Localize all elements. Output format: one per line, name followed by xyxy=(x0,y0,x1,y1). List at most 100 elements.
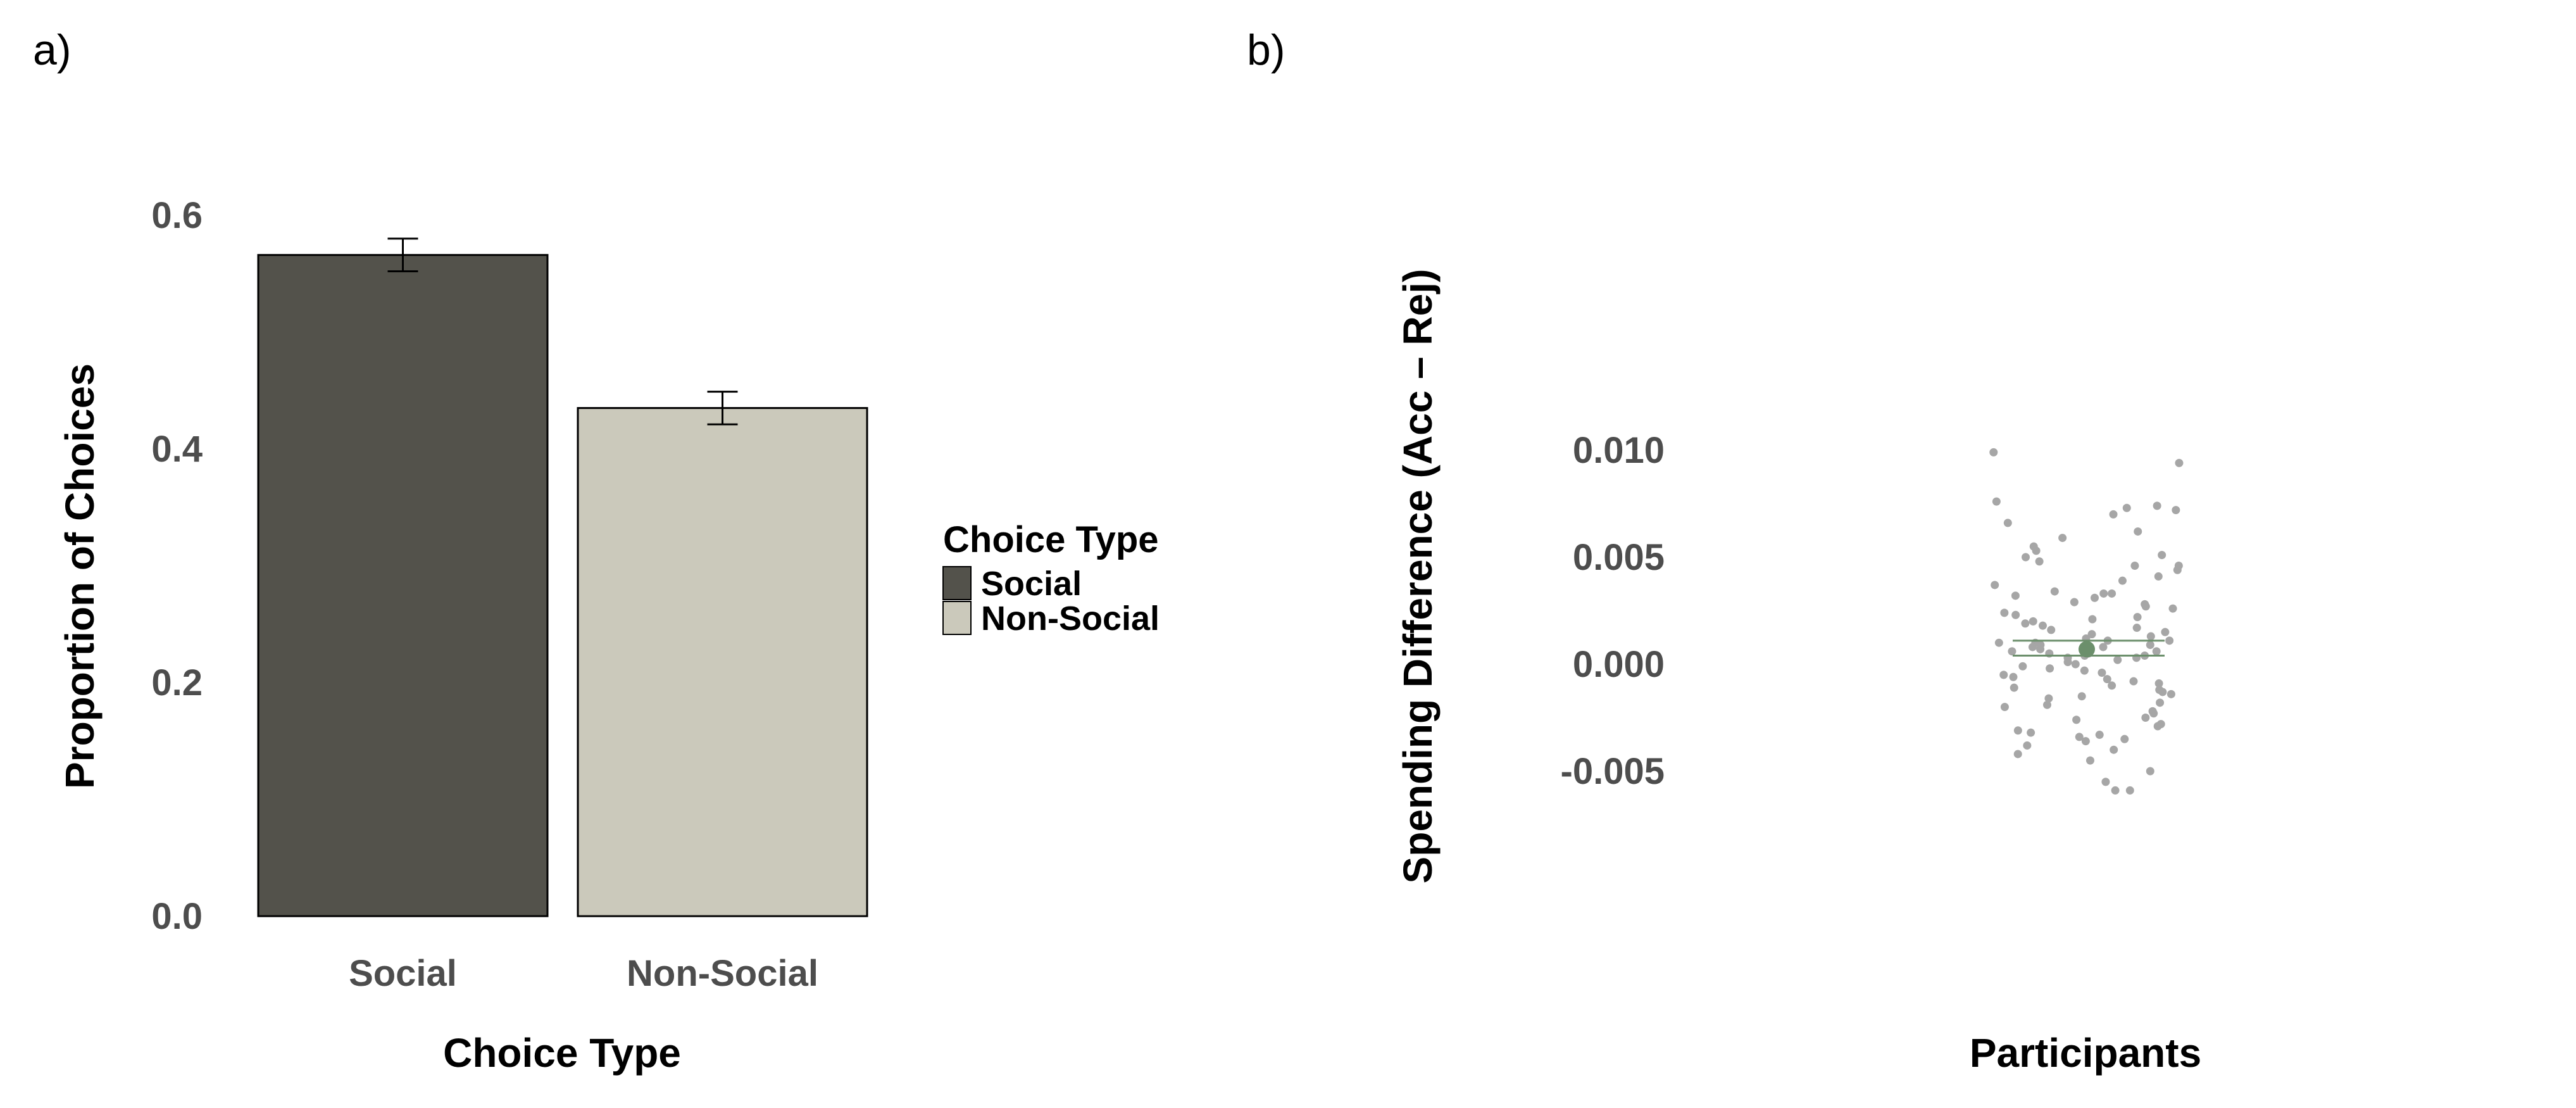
participant-point xyxy=(2058,534,2067,543)
participant-point xyxy=(2154,679,2163,688)
participant-point xyxy=(2113,655,2122,664)
participant-point xyxy=(2027,728,2035,737)
participant-point xyxy=(2087,630,2096,639)
participant-point xyxy=(2046,664,2054,673)
error-bar xyxy=(387,237,418,273)
participant-point xyxy=(2003,519,2012,527)
x-axis-ticks: Social Non-Social xyxy=(349,953,818,994)
participant-point xyxy=(2156,698,2165,707)
bar-non-social xyxy=(577,406,868,917)
panel-b-label: b) xyxy=(1247,26,1285,74)
y-tick-label: -0.005 xyxy=(1561,751,1665,792)
y-axis-title: Spending Difference (Acc – Rej) xyxy=(1395,269,1441,884)
participant-point xyxy=(2013,750,2022,759)
y-axis-title: Proportion of Choices xyxy=(57,363,103,789)
y-tick-label: 0.0 xyxy=(151,896,203,937)
x-tick-label: Non-Social xyxy=(627,953,818,994)
participant-point xyxy=(2038,621,2047,630)
participant-point xyxy=(2146,632,2155,641)
mean-summary xyxy=(2013,639,2165,658)
participant-point xyxy=(2146,767,2154,776)
y-axis-ticks: 0.0 0.2 0.4 0.6 xyxy=(151,195,203,937)
participant-point xyxy=(2072,715,2081,724)
y-axis-ticks: -0.005 0.000 0.005 0.010 xyxy=(1561,430,1665,792)
participant-point xyxy=(2158,551,2166,560)
participant-point xyxy=(2088,615,2097,624)
participant-point xyxy=(2130,562,2139,570)
participant-point xyxy=(2166,689,2175,698)
legend: Choice Type Social Non-Social xyxy=(942,519,1160,638)
participant-point xyxy=(2172,506,2180,515)
participant-point xyxy=(2021,619,2030,628)
y-tick-label: 0.000 xyxy=(1573,644,1665,685)
participant-point xyxy=(2152,647,2161,656)
participant-point xyxy=(1992,497,2001,506)
participant-point xyxy=(2085,756,2094,765)
participant-point xyxy=(1989,448,1998,456)
participant-point xyxy=(2035,557,2044,566)
participant-points xyxy=(1989,448,2184,795)
x-axis-title: Participants xyxy=(1970,1030,2201,1076)
y-tick-label: 0.010 xyxy=(1573,430,1665,471)
y-tick-label: 0.4 xyxy=(151,429,203,470)
participant-point xyxy=(2129,677,2138,686)
participant-point xyxy=(2013,726,2022,735)
participant-point xyxy=(2153,722,2162,731)
participant-point xyxy=(2165,636,2174,645)
mean-point xyxy=(2079,641,2095,658)
participant-point xyxy=(2175,458,2184,467)
participant-point xyxy=(2081,737,2090,746)
participant-point xyxy=(2071,660,2080,669)
participant-point xyxy=(2044,694,2053,703)
participant-point xyxy=(2032,546,2041,555)
participant-point xyxy=(2158,688,2167,696)
participant-point xyxy=(2077,692,2086,701)
participant-point xyxy=(2095,731,2104,740)
participant-point xyxy=(2011,610,2020,619)
participant-point xyxy=(2125,786,2134,795)
participant-point xyxy=(2023,741,2032,750)
participant-point xyxy=(1999,670,2008,679)
legend-label-non-social: Non-Social xyxy=(981,600,1160,638)
participant-point xyxy=(1991,581,1999,589)
participant-point xyxy=(2050,587,2059,596)
participant-point xyxy=(2075,733,2084,741)
legend-swatch-non-social xyxy=(942,601,972,635)
participant-point xyxy=(2009,672,2018,681)
participant-point xyxy=(2133,613,2142,622)
participant-point xyxy=(2099,643,2108,652)
participant-point xyxy=(2018,662,2027,670)
y-tick-label: 0.6 xyxy=(151,195,203,236)
legend-title: Choice Type xyxy=(943,519,1159,560)
bar-social xyxy=(257,254,549,917)
participant-point xyxy=(2091,593,2099,602)
participant-point xyxy=(2161,627,2170,636)
participant-point xyxy=(2108,681,2116,690)
participant-point xyxy=(2042,700,2051,709)
participant-point xyxy=(2168,604,2177,613)
error-bars xyxy=(387,237,738,425)
participant-point xyxy=(2108,589,2116,598)
participant-point xyxy=(2132,624,2141,633)
x-axis-title: Choice Type xyxy=(443,1030,681,1076)
participant-point xyxy=(2028,643,2037,652)
participant-point xyxy=(2101,777,2110,786)
participant-point xyxy=(2070,598,2079,607)
participant-point xyxy=(2029,617,2037,626)
participant-point xyxy=(2153,501,2161,510)
participant-point xyxy=(2111,786,2120,795)
participant-point xyxy=(2109,510,2118,519)
participant-point xyxy=(2122,503,2131,512)
participant-point xyxy=(2011,591,2020,600)
y-tick-label: 0.005 xyxy=(1573,537,1665,578)
participant-point xyxy=(2154,572,2163,581)
legend-swatch-social xyxy=(942,566,972,600)
participant-point xyxy=(2141,602,2150,611)
participant-point xyxy=(2047,626,2056,634)
participant-point xyxy=(2103,675,2111,684)
bars xyxy=(257,254,868,917)
participant-point xyxy=(2080,666,2089,675)
participant-point xyxy=(2063,658,2072,667)
participant-point xyxy=(2120,734,2129,743)
